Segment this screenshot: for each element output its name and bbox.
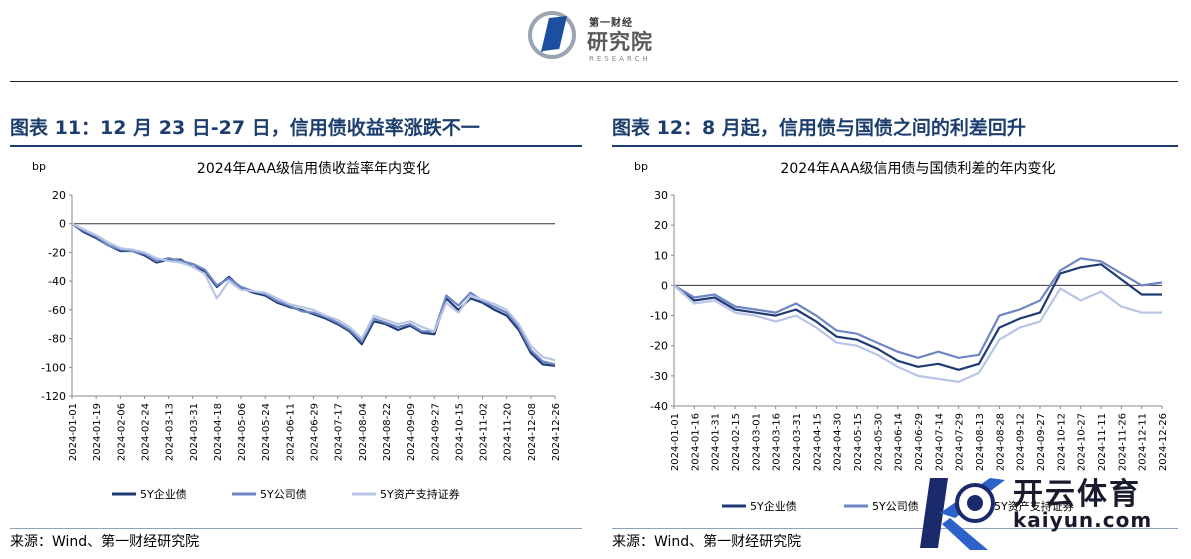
legend-label-3: 5Y资产支持证券 [994,499,1074,513]
x-tick-label: 2024-06-11 [285,403,296,461]
x-tick-label: 2024-12-26 [551,403,562,461]
x-tick-label: 2024-04-15 [812,413,823,471]
y-tick-label: -40 [650,400,668,413]
y-unit-label: bp [634,160,648,173]
y-tick-label: -40 [48,275,66,288]
x-tick-label: 2024-11-02 [479,403,490,461]
y-tick-label: 0 [661,279,668,292]
right-bottom-rule [612,528,1178,529]
y-tick-label: -10 [650,310,668,323]
x-tick-label: 2024-03-16 [772,413,783,471]
x-tick-label: 2024-11-20 [503,403,514,461]
right-figure-title: 图表 12：8 月起，信用债与国债之间的利差回升 [612,117,1026,139]
x-tick-label: 2024-07-14 [934,413,945,471]
x-tick-label: 2024-01-19 [92,403,103,461]
x-tick-label: 2024-02-06 [116,403,127,461]
left-title-rule [10,145,582,147]
x-tick-label: 2024-07-17 [334,403,345,461]
x-tick-label: 2024-11-11 [1097,413,1108,471]
x-tick-label: 2024-03-31 [189,403,200,461]
logo-big-text: 研究院 [587,30,653,54]
y-tick-label: -100 [41,361,66,374]
chart-title: 2024年AAA级信用债收益率年内变化 [197,160,430,177]
x-tick-label: 2024-09-12 [1016,413,1027,471]
x-tick-label: 2024-02-24 [140,403,151,461]
x-tick-label: 2024-08-28 [995,413,1006,471]
series-line-1 [71,222,556,367]
y-tick-label: -120 [41,390,66,403]
x-tick-label: 2024-08-13 [975,413,986,471]
legend-label-2: 5Y公司债 [872,499,919,513]
y-tick-label: -80 [48,333,66,346]
x-tick-label: 2024-06-29 [914,413,925,471]
x-tick-label: 2024-10-12 [1056,413,1067,471]
legend-label-1: 5Y企业债 [750,499,797,513]
y-tick-label: 0 [59,218,66,231]
header-divider [10,81,1178,82]
x-tick-label: 2024-05-15 [853,413,864,471]
x-tick-label: 2024-06-14 [894,413,905,471]
y-unit-label: bp [32,160,46,173]
y-tick-label: -20 [650,340,668,353]
logo-small-text: 第一财经 [589,18,633,29]
x-tick-label: 2024-09-09 [406,403,417,461]
x-tick-label: 2024-10-15 [454,403,465,461]
series-line-2 [71,222,556,366]
y-tick-label: 20 [52,189,66,202]
x-tick-label: 2024-09-27 [1036,413,1047,471]
legend-label-1: 5Y企业债 [140,487,187,501]
left-chart: 2024年AAA级信用债收益率年内变化 bp 20 0 -20 -40 -60 -80 -100… [32,160,562,501]
research-logo: 第一财经 研究院 RESEARCH [527,6,667,66]
x-tick-label: 2024-03-31 [792,413,803,471]
y-tick-label: -20 [48,246,66,259]
x-tick-label: 2024-08-04 [358,403,369,461]
left-bottom-rule [10,528,582,529]
right-source: 来源：Wind、第一财经研究院 [612,534,802,550]
series-line-3 [673,284,1162,383]
chart-title: 2024年AAA级信用债与国债利差的年内变化 [780,161,1055,177]
x-tick-label: 2024-12-11 [1138,413,1149,471]
y-tick-label: 30 [654,189,668,202]
y-tick-label: -60 [48,304,66,317]
series-line-1 [673,263,1162,371]
legend-label-3: 5Y资产支持证券 [380,487,460,501]
y-tick-label: -30 [650,370,668,383]
x-tick-label: 2024-06-29 [310,403,321,461]
x-tick-label: 2024-08-22 [382,403,393,461]
x-tick-label: 2024-03-13 [165,403,176,461]
x-tick-label: 2024-05-24 [261,403,272,461]
kaiyun-watermark-icon [920,478,1005,550]
x-tick-label: 2024-07-29 [955,413,966,471]
legend-label-2: 5Y公司债 [260,487,307,501]
x-tick-label: 2024-09-27 [430,403,441,461]
x-tick-label: 2024-10-27 [1077,413,1088,471]
logo-en-text: RESEARCH [589,55,651,63]
x-tick-label: 2024-01-16 [690,413,701,471]
x-tick-label: 2024-01-31 [711,413,722,471]
x-tick-label: 2024-05-30 [873,413,884,471]
right-title-rule [612,145,1178,147]
right-chart: 2024年AAA级信用债与国债利差的年内变化 bp 30 20 10 0 -10 -20 -30… [634,160,1169,513]
x-tick-label: 2024-01-01 [670,413,681,471]
x-tick-label: 2024-02-15 [731,413,742,471]
y-tick-label: 20 [654,219,668,232]
x-tick-label: 2024-01-01 [68,403,79,461]
series-line-3 [71,222,556,362]
x-tick-label: 2024-04-18 [213,403,224,461]
watermark-url: kaiyun.com [1013,508,1153,532]
x-tick-label: 2024-12-26 [1158,413,1169,471]
left-figure-title: 图表 11：12 月 23 日-27 日，信用债收益率涨跌不一 [10,117,480,139]
left-source: 来源：Wind、第一财经研究院 [10,534,200,550]
x-tick-label: 2024-11-26 [1117,413,1128,471]
y-tick-label: 10 [654,249,668,262]
series-line-2 [673,257,1163,359]
x-tick-label: 2024-04-30 [833,413,844,471]
x-tick-label: 2024-12-08 [527,403,538,461]
watermark-name: 开云体育 [1013,477,1141,512]
book-logo-icon [528,11,576,59]
x-tick-label: 2024-05-06 [237,403,248,461]
x-tick-label: 2024-03-01 [751,413,762,471]
